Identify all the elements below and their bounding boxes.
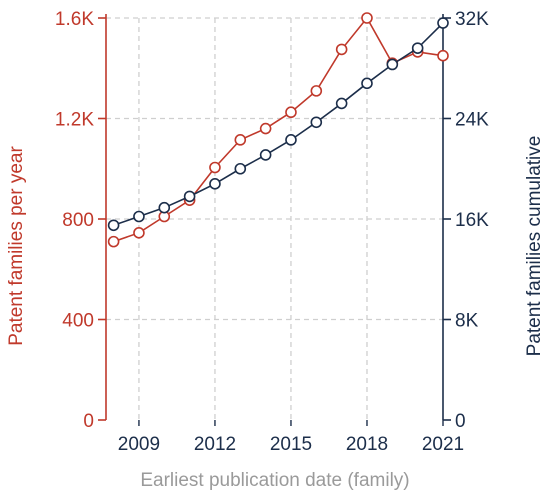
data-point	[285, 134, 297, 146]
left-tick-label: 1.6K	[55, 9, 94, 30]
data-point	[209, 178, 221, 190]
data-point	[285, 106, 297, 119]
right-y-axis-label: Patent families cumulative	[524, 136, 545, 357]
x-tick-label: 2012	[194, 434, 236, 455]
data-point	[335, 97, 348, 110]
data-point	[361, 12, 373, 24]
x-tick-label: 2015	[270, 434, 312, 455]
data-point	[234, 162, 247, 175]
left-y-ticks: 0 400 800 1.2K 1.6K	[55, 9, 106, 432]
left-tick-label: 0	[83, 411, 94, 432]
data-point	[259, 149, 272, 161]
data-point	[158, 201, 171, 214]
right-tick-label: 8K	[455, 311, 479, 332]
data-point	[437, 17, 449, 29]
data-point	[209, 161, 221, 174]
left-tick-label: 1.2K	[55, 110, 94, 131]
right-tick-label: 32K	[455, 9, 489, 30]
left-y-axis-label: Patent families per year	[6, 146, 27, 346]
right-tick-label: 24K	[455, 110, 489, 131]
data-point	[183, 190, 196, 203]
data-point	[411, 42, 424, 54]
left-tick-label: 400	[62, 311, 94, 332]
x-tick-label: 2009	[118, 434, 160, 455]
left-tick-label: 800	[62, 210, 94, 231]
data-point	[259, 122, 272, 135]
series-line	[113, 22, 444, 227]
data-point	[107, 235, 120, 248]
x-axis-label: Earliest publication date (family)	[140, 470, 409, 491]
data-point	[234, 134, 247, 146]
right-tick-label: 0	[455, 411, 466, 432]
x-ticks: 2009 2012 2015 2018 2021	[118, 420, 464, 455]
data-point	[437, 49, 449, 62]
right-y-ticks: 0 8K 16K 24K 32K	[443, 9, 489, 432]
right-tick-label: 16K	[455, 210, 489, 231]
series-layer	[107, 12, 449, 248]
series-left	[107, 12, 449, 248]
data-point	[133, 210, 145, 223]
series-right	[107, 17, 449, 232]
x-tick-label: 2018	[346, 434, 388, 455]
data-point	[310, 116, 323, 129]
grid-lines	[106, 17, 443, 420]
data-point	[133, 227, 145, 239]
data-point	[361, 77, 373, 90]
data-point	[107, 219, 120, 232]
data-point	[310, 85, 323, 97]
x-tick-label: 2021	[422, 434, 464, 455]
data-point	[386, 58, 399, 71]
data-point	[335, 43, 348, 56]
